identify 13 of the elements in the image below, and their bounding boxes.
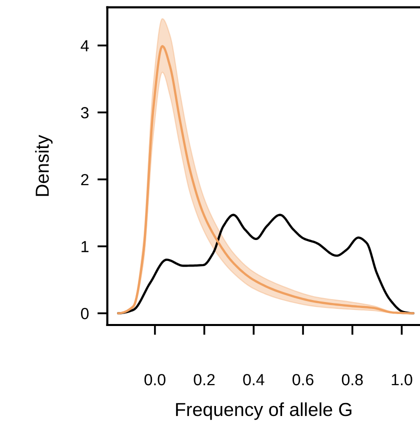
y-tick-label: 4 [80, 40, 89, 52]
x-tick-label: 0.0 [144, 374, 166, 386]
y-axis-title: Density [35, 134, 53, 196]
y-tick-label: 0 [80, 308, 89, 320]
x-tick-label: 1.0 [392, 374, 412, 386]
x-tick-label: 0.2 [194, 374, 215, 386]
x-tick-label: 0.8 [342, 374, 363, 386]
y-tick-label: 3 [80, 107, 89, 118]
x-tick-label: 0.4 [243, 374, 264, 386]
x-tick-label: 0.6 [292, 374, 314, 386]
y-tick-label: 1 [82, 241, 88, 252]
y-tick-label: 2 [81, 174, 88, 186]
x-axis-title: Frequency of allele G [176, 402, 352, 420]
